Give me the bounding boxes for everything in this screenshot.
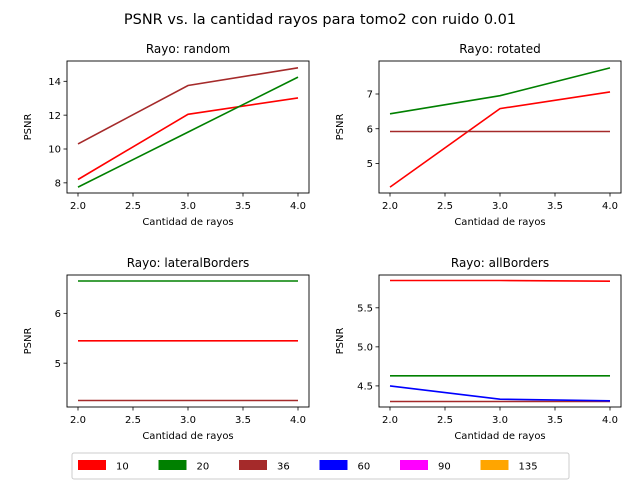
x-tick-label: 2.5 bbox=[125, 201, 141, 212]
legend-label: 90 bbox=[438, 462, 451, 473]
chart-all-borders: Rayo: allBorders 2.0 2.5 3.0 3.5 4.0 4.5 5.0 5.5… bbox=[335, 256, 622, 442]
subplot-title: Rayo: random bbox=[146, 42, 230, 56]
y-tick-label: 5.0 bbox=[357, 342, 373, 353]
x-tick-label: 3.5 bbox=[235, 415, 251, 426]
x-tick-label: 2.5 bbox=[125, 415, 141, 426]
subplot-title: Rayo: lateralBorders bbox=[127, 256, 250, 270]
chart-random: Rayo: random 2.0 2.5 3.0 3.5 4.0 8 10 12 14 Cantid… bbox=[23, 42, 310, 228]
subplot-title: Rayo: rotated bbox=[459, 42, 541, 56]
y-axis-label: PSNR bbox=[335, 114, 346, 141]
x-tick-label: 3.0 bbox=[180, 201, 196, 212]
y-tick-label: 12 bbox=[48, 111, 61, 122]
y-tick-label: 6 bbox=[367, 124, 373, 135]
series-line-60 bbox=[389, 385, 611, 402]
series-line-20 bbox=[77, 76, 299, 188]
legend-swatch-20 bbox=[158, 460, 187, 470]
x-tick-label: 2.0 bbox=[70, 415, 86, 426]
x-tick-label: 2.0 bbox=[382, 415, 398, 426]
subplot-title: Rayo: allBorders bbox=[451, 256, 549, 270]
y-tick-label: 8 bbox=[55, 178, 61, 189]
x-axis-label: Cantidad de rayos bbox=[142, 431, 233, 442]
series-line-10 bbox=[390, 279, 611, 282]
y-tick-label: 5 bbox=[367, 159, 373, 170]
x-tick-label: 2.5 bbox=[437, 201, 453, 212]
figure-title: PSNR vs. la cantidad rayos para tomo2 co… bbox=[124, 12, 516, 28]
y-axis-label: PSNR bbox=[335, 328, 346, 355]
x-tick-label: 2.0 bbox=[70, 201, 86, 212]
x-axis-label: Cantidad de rayos bbox=[454, 431, 545, 442]
x-tick-label: 4.0 bbox=[602, 201, 618, 212]
plot-frame bbox=[378, 274, 622, 408]
y-tick-label: 6 bbox=[55, 309, 61, 320]
y-tick-label: 14 bbox=[48, 77, 61, 88]
x-tick-label: 4.0 bbox=[602, 415, 618, 426]
legend-label: 60 bbox=[358, 462, 371, 473]
x-tick-label: 3.5 bbox=[547, 201, 563, 212]
x-tick-label: 3.0 bbox=[492, 415, 508, 426]
x-tick-label: 3.5 bbox=[547, 415, 563, 426]
x-tick-label: 3.0 bbox=[180, 415, 196, 426]
x-tick-label: 2.5 bbox=[437, 415, 453, 426]
legend-swatch-60 bbox=[319, 460, 348, 470]
y-tick-label: 7 bbox=[367, 90, 373, 101]
x-tick-label: 3.0 bbox=[492, 201, 508, 212]
y-axis-label: PSNR bbox=[23, 328, 34, 355]
legend-swatch-36 bbox=[239, 460, 267, 470]
x-axis-label: Cantidad de rayos bbox=[142, 217, 233, 228]
y-tick-label: 10 bbox=[48, 145, 61, 156]
x-tick-label: 4.0 bbox=[290, 415, 306, 426]
y-tick-label: 5.5 bbox=[357, 303, 373, 314]
y-axis-label: PSNR bbox=[23, 114, 34, 141]
legend-label: 20 bbox=[197, 462, 210, 473]
legend-swatch-90 bbox=[400, 460, 428, 470]
series-line-10 bbox=[389, 91, 611, 188]
chart-rotated: Rayo: rotated 2.0 2.5 3.0 3.5 4.0 5 6 7 Cantidad … bbox=[335, 42, 622, 228]
series-line-36 bbox=[77, 67, 299, 145]
y-tick-label: 5 bbox=[55, 359, 61, 370]
legend-swatch-135 bbox=[480, 460, 509, 470]
x-tick-label: 3.5 bbox=[235, 201, 251, 212]
x-axis-label: Cantidad de rayos bbox=[454, 217, 545, 228]
plot-frame bbox=[378, 60, 622, 194]
x-tick-label: 2.0 bbox=[382, 201, 398, 212]
chart-lateral-borders: Rayo: lateralBorders 2.0 2.5 3.0 3.5 4.0 5 6 Can… bbox=[23, 256, 310, 442]
y-tick-label: 4.5 bbox=[357, 382, 373, 393]
legend-swatch-10 bbox=[78, 460, 106, 470]
legend-label: 10 bbox=[116, 462, 129, 473]
series-line-20 bbox=[389, 67, 611, 115]
legend-label: 135 bbox=[519, 462, 538, 473]
legend-label: 36 bbox=[277, 462, 290, 473]
plot-frame bbox=[66, 60, 310, 194]
series-line-10 bbox=[77, 97, 299, 181]
x-tick-label: 4.0 bbox=[290, 201, 306, 212]
legend: 10 20 36 60 90 135 bbox=[71, 452, 570, 480]
